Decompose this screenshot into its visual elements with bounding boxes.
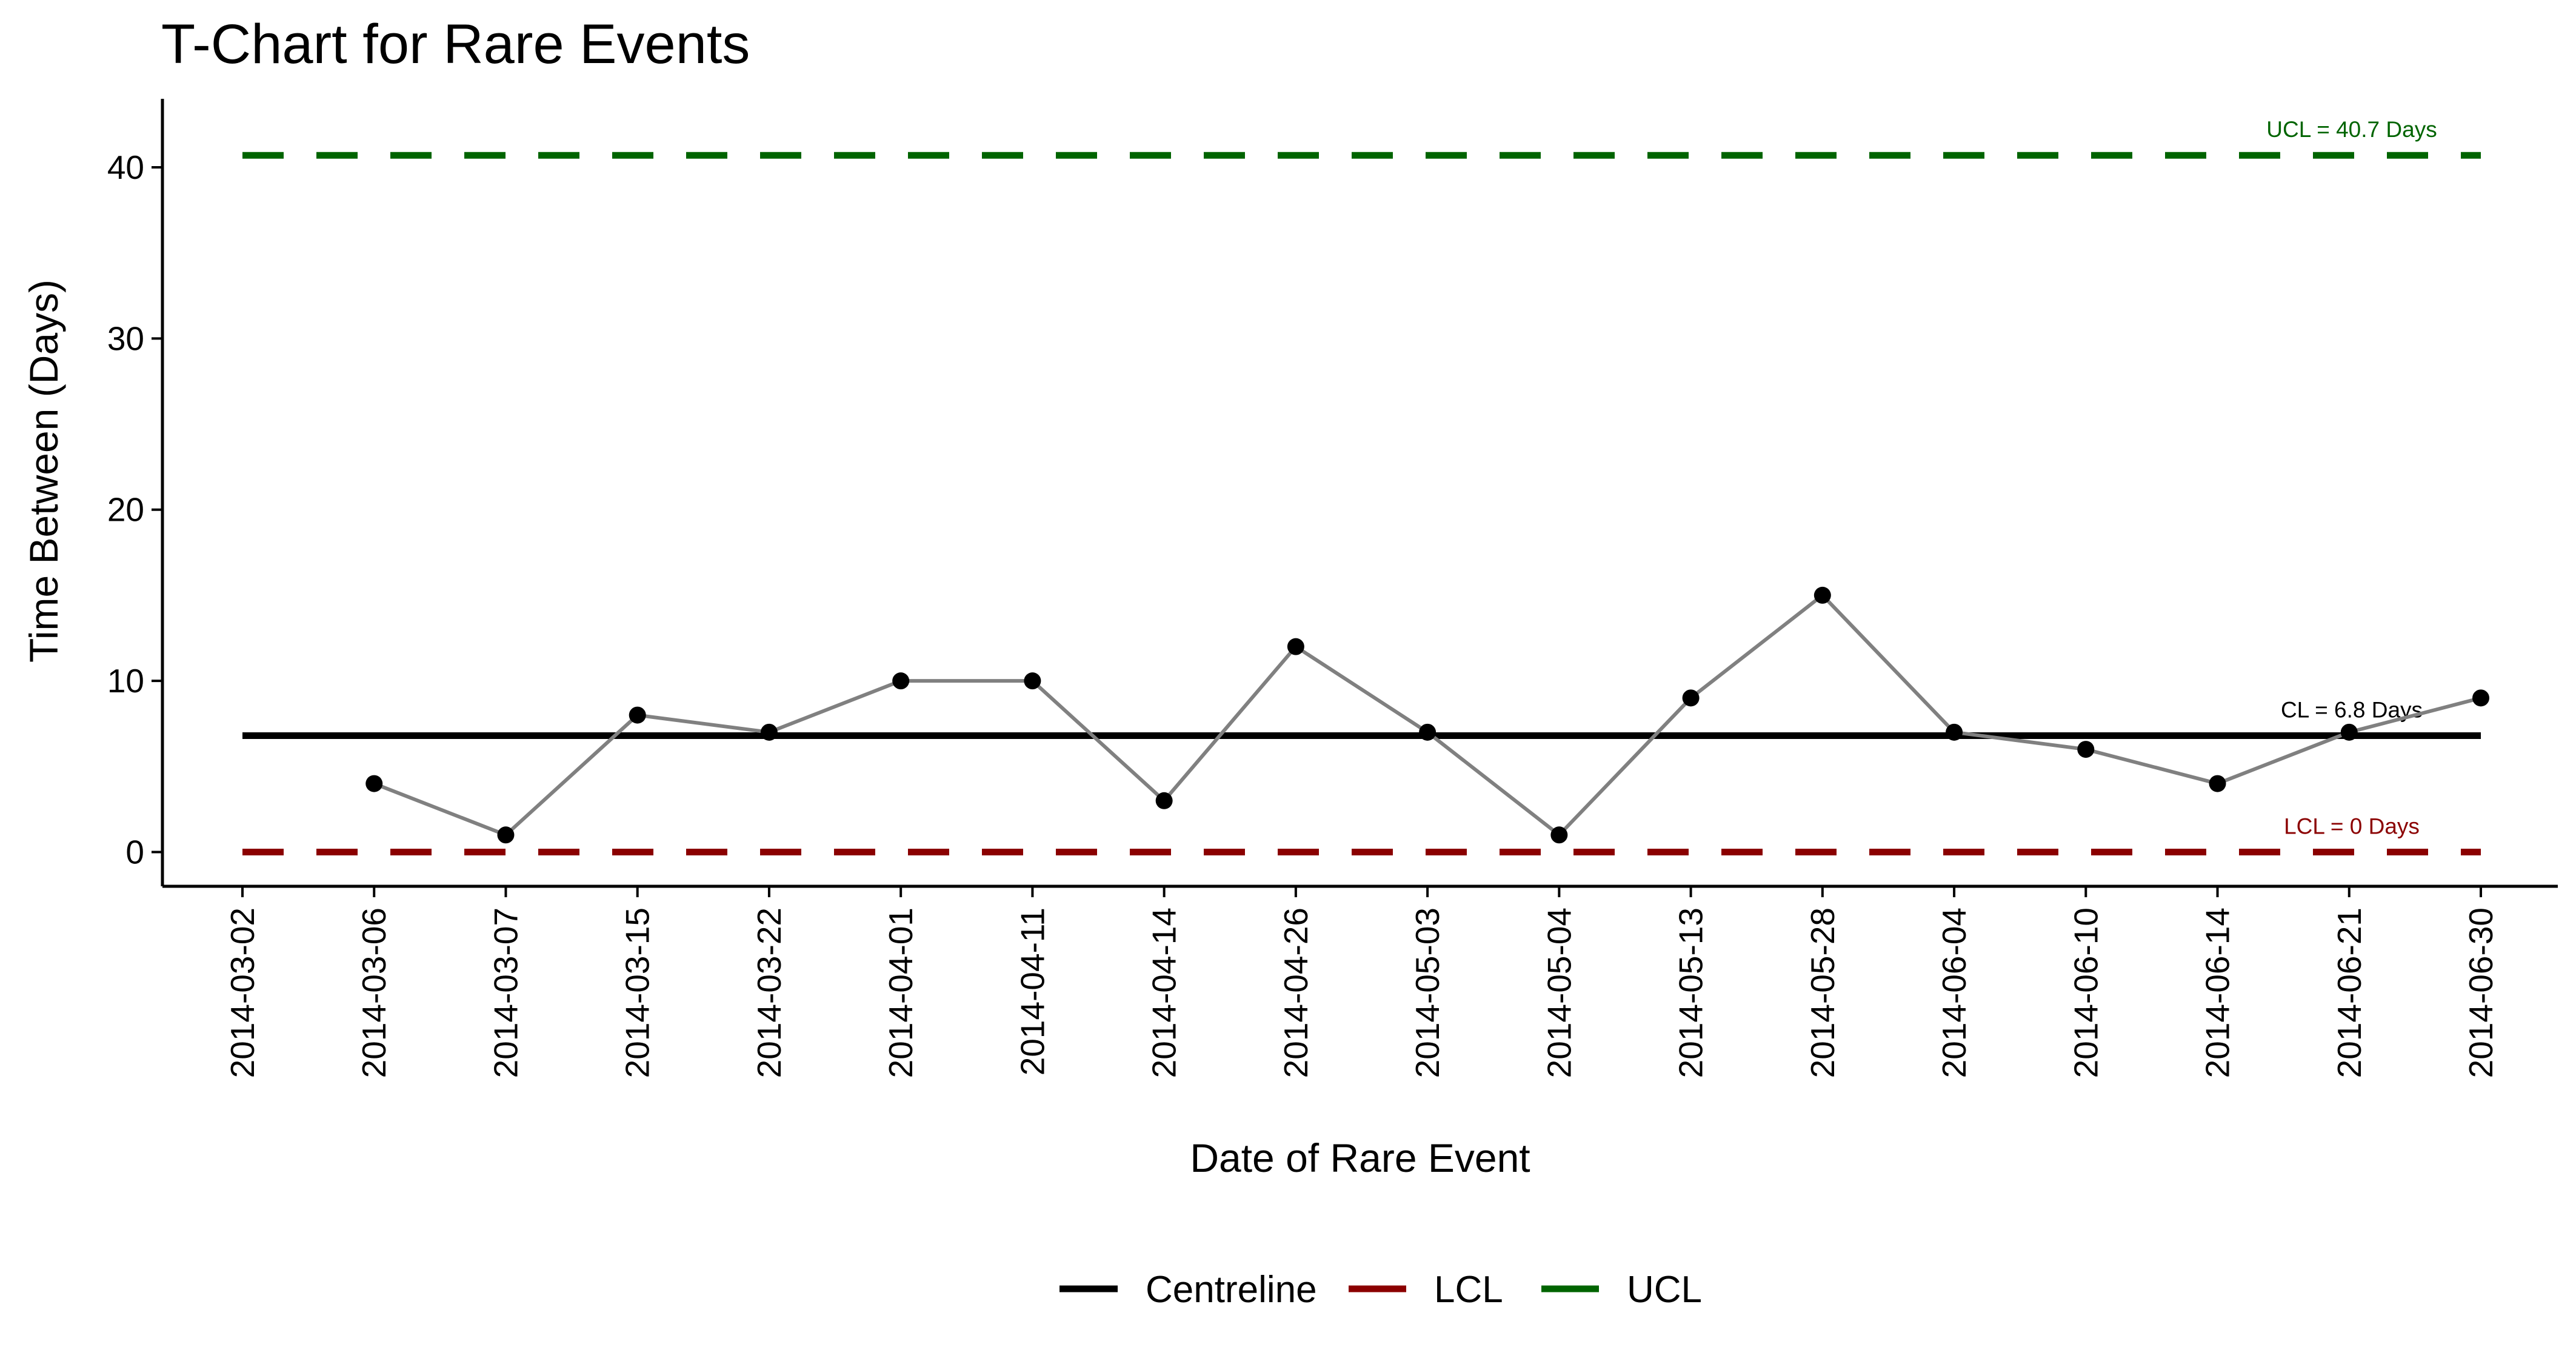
x-tick-label: 2014-06-14 — [2199, 908, 2237, 1078]
data-point — [2077, 741, 2095, 758]
data-point — [497, 826, 515, 844]
x-tick-label: 2014-04-11 — [1013, 908, 1051, 1075]
x-axis-title: Date of Rare Event — [1190, 1135, 1530, 1180]
x-tick-label: 2014-05-03 — [1409, 908, 1446, 1078]
ucl-value-label: UCL = 40.7 Days — [2266, 117, 2437, 142]
x-tick-label: 2014-06-21 — [2331, 908, 2368, 1078]
data-point — [629, 706, 646, 724]
y-tick-label: 0 — [125, 834, 144, 871]
data-point — [1024, 672, 1041, 690]
x-tick-label: 2014-03-07 — [487, 908, 524, 1078]
x-tick-label: 2014-04-01 — [882, 908, 919, 1078]
y-axis-title: Time Between (Days) — [21, 279, 66, 663]
x-tick-label: 2014-03-02 — [224, 908, 261, 1078]
y-tick-label: 10 — [107, 662, 144, 700]
data-point — [2209, 775, 2226, 792]
series-line — [373, 592, 2481, 838]
x-tick-label: 2014-03-22 — [750, 908, 788, 1078]
x-tick-label: 2014-04-14 — [1146, 908, 1183, 1078]
lcl-value-label: LCL = 0 Days — [2284, 814, 2420, 839]
x-tick-label: 2014-05-04 — [1540, 908, 1578, 1078]
x-tick-label: 2014-03-06 — [355, 908, 393, 1078]
legend-label-lcl: LCL — [1434, 1269, 1503, 1311]
data-point — [1682, 689, 1700, 707]
y-tick-label: 40 — [107, 149, 144, 186]
x-tick-label: 2014-05-13 — [1672, 908, 1710, 1078]
legend-label-ucl: UCL — [1627, 1269, 1702, 1311]
y-tick-label: 20 — [107, 491, 144, 529]
x-tick-label: 2014-04-26 — [1277, 908, 1315, 1078]
data-point — [1155, 792, 1173, 809]
legend-label-centreline: Centreline — [1146, 1269, 1317, 1311]
data-point — [1287, 638, 1304, 655]
x-tick-label: 2014-06-10 — [2067, 908, 2104, 1078]
x-tick-label: 2014-03-15 — [619, 908, 656, 1078]
data-point — [760, 723, 778, 741]
chart-title: T-Chart for Rare Events — [161, 13, 750, 75]
data-point — [365, 775, 383, 792]
data-point — [1419, 723, 1436, 741]
data-point — [1814, 586, 1831, 604]
data-point — [2340, 723, 2358, 741]
data-point — [1946, 723, 1963, 741]
x-tick-label: 2014-05-28 — [1804, 908, 1841, 1078]
y-tick-label: 30 — [107, 319, 144, 357]
x-tick-label: 2014-06-30 — [2462, 908, 2500, 1078]
legend: Centreline LCL UCL — [1059, 1269, 1702, 1311]
data-point — [2472, 689, 2489, 707]
data-point — [892, 672, 910, 690]
data-point — [1550, 826, 1568, 844]
plot-area: 0 10 20 30 40 2014-03-02 2014-03-06 2014-03-07 2… — [107, 99, 2558, 1078]
x-tick-label: 2014-06-04 — [1935, 908, 1973, 1078]
